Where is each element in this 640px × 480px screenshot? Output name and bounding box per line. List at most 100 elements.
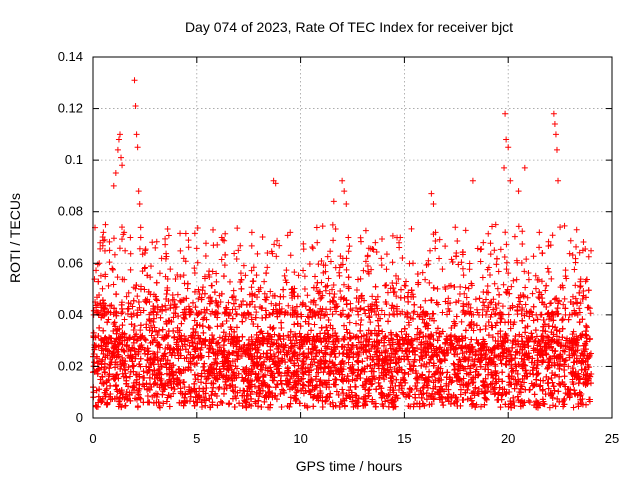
data-point <box>417 353 424 360</box>
data-point <box>419 384 426 391</box>
data-point <box>474 339 481 346</box>
data-point <box>480 336 487 343</box>
data-point <box>426 315 433 322</box>
data-point <box>549 402 556 409</box>
data-point <box>142 337 149 344</box>
data-point <box>183 354 190 361</box>
data-point <box>144 345 151 352</box>
data-point <box>546 404 553 411</box>
data-point <box>172 276 179 283</box>
data-point <box>414 325 421 332</box>
data-point <box>102 369 109 376</box>
data-point <box>485 332 492 339</box>
data-point <box>559 334 566 341</box>
data-point <box>381 366 388 373</box>
data-point <box>191 288 198 295</box>
data-point <box>359 358 366 365</box>
data-point <box>222 381 229 388</box>
data-point <box>142 350 149 357</box>
data-point <box>574 335 581 342</box>
data-point <box>287 400 294 407</box>
data-point <box>273 396 280 403</box>
data-point <box>171 386 178 393</box>
data-point <box>100 327 107 334</box>
data-point <box>574 299 581 306</box>
data-point <box>222 251 229 258</box>
data-point <box>270 377 277 384</box>
data-point <box>191 317 198 324</box>
data-point <box>229 315 236 322</box>
data-point <box>346 319 353 326</box>
data-point <box>555 380 562 387</box>
data-point <box>119 370 126 377</box>
data-point <box>552 371 559 378</box>
data-point <box>310 403 317 410</box>
data-point <box>527 370 534 377</box>
data-point <box>319 403 326 410</box>
data-point <box>369 356 376 363</box>
chart-title: Day 074 of 2023, Rate Of TEC Index for r… <box>185 19 513 35</box>
data-point <box>143 380 150 387</box>
data-point <box>473 336 480 343</box>
data-point <box>496 291 503 298</box>
data-point <box>205 349 212 356</box>
data-point <box>153 393 160 400</box>
data-point <box>476 295 483 302</box>
data-point <box>112 364 119 371</box>
data-point <box>464 396 471 403</box>
data-point <box>339 371 346 378</box>
data-point <box>423 396 430 403</box>
data-point <box>335 392 342 399</box>
data-point <box>191 335 198 342</box>
data-point <box>411 301 418 308</box>
data-point <box>357 321 364 328</box>
data-point <box>516 331 523 338</box>
data-point <box>419 316 426 323</box>
data-point <box>531 391 538 398</box>
data-point <box>570 328 577 335</box>
data-point <box>536 383 543 390</box>
data-point <box>164 357 171 364</box>
data-point <box>426 359 433 366</box>
data-point <box>430 336 437 343</box>
data-point <box>524 373 531 380</box>
data-point <box>388 368 395 375</box>
data-point <box>363 331 370 338</box>
data-point <box>561 395 568 402</box>
data-point <box>205 295 212 302</box>
data-point <box>488 299 495 306</box>
data-point <box>529 367 536 374</box>
data-point <box>175 313 182 320</box>
data-point <box>243 364 250 371</box>
data-point <box>413 375 420 382</box>
data-point <box>424 384 431 391</box>
data-point <box>219 320 226 327</box>
data-point <box>246 401 253 408</box>
data-point <box>343 326 350 333</box>
data-point <box>399 336 406 343</box>
data-point <box>322 398 329 405</box>
data-point <box>233 324 240 331</box>
data-point <box>130 363 137 370</box>
data-point <box>181 338 188 345</box>
data-point <box>450 360 457 367</box>
data-point <box>487 314 494 321</box>
data-point <box>521 372 528 379</box>
data-point <box>298 365 305 372</box>
data-point <box>560 347 567 354</box>
data-point <box>269 325 276 332</box>
data-point <box>444 311 451 318</box>
data-point <box>95 278 102 285</box>
data-point <box>133 376 140 383</box>
data-point <box>151 376 158 383</box>
data-point <box>374 348 381 355</box>
data-point <box>338 360 345 367</box>
data-point <box>97 376 104 383</box>
data-point <box>393 376 400 383</box>
data-point <box>309 361 316 368</box>
data-point <box>480 299 487 306</box>
data-point <box>583 322 590 329</box>
data-point <box>117 365 124 372</box>
data-point <box>519 375 526 382</box>
